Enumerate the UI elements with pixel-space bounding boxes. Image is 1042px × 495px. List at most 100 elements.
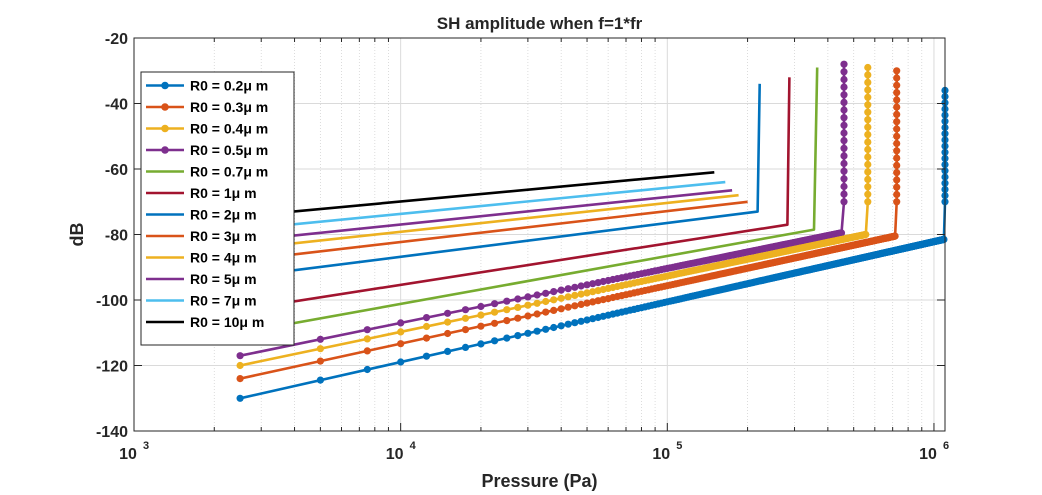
series-marker (542, 289, 550, 297)
x-tick-exponent: 4 (410, 440, 417, 452)
series-marker (583, 281, 591, 289)
y-tick-label: -20 (105, 31, 128, 48)
series-marker (550, 288, 558, 296)
series-marker (422, 352, 431, 360)
series-marker (363, 347, 371, 355)
series-marker (542, 325, 550, 333)
series-marker (893, 67, 901, 75)
y-tick-label: -100 (96, 293, 128, 310)
series-marker (864, 153, 872, 161)
series-marker (891, 232, 899, 240)
y-tick-label: -140 (96, 424, 128, 441)
x-tick-exponent: 6 (943, 440, 949, 452)
series-marker (461, 326, 470, 334)
series-marker (557, 322, 565, 330)
series-marker (533, 310, 541, 318)
x-axis-label: Pressure (Pa) (481, 471, 597, 491)
series-marker (864, 131, 872, 139)
series-marker (571, 291, 579, 299)
x-tick-label: 10 (919, 446, 937, 463)
legend-marker (161, 81, 169, 90)
series-marker (840, 152, 848, 160)
series-marker (533, 291, 541, 299)
series-marker (503, 334, 511, 342)
series-marker (840, 129, 848, 137)
series-marker (477, 311, 485, 319)
series-marker (583, 289, 591, 297)
x-tick-exponent: 5 (676, 440, 682, 452)
legend-marker (161, 124, 169, 133)
legend-label: R0 = 0.2μ m (190, 78, 268, 94)
series-marker (461, 343, 470, 351)
series-marker (524, 329, 532, 337)
series-marker (422, 322, 431, 331)
series-marker (583, 316, 591, 324)
series-marker (397, 319, 405, 327)
series-marker (477, 302, 485, 311)
series-marker (840, 144, 848, 152)
series-marker (893, 89, 901, 97)
series-marker (524, 312, 532, 320)
series-marker (893, 132, 901, 140)
x-tick-label: 10 (386, 446, 404, 463)
series-marker (840, 114, 848, 122)
series-marker (533, 327, 541, 335)
series-marker (514, 295, 522, 303)
legend-label: R0 = 3μ m (190, 228, 257, 244)
series-marker (564, 303, 572, 311)
series-line (239, 171, 715, 218)
y-tick-label: -80 (105, 228, 128, 245)
series-marker (893, 125, 901, 133)
chart-title: SH amplitude when f=1*fr (437, 14, 643, 33)
series-marker (940, 235, 948, 243)
series-marker (893, 103, 901, 111)
series-marker (864, 190, 872, 198)
series-layer (236, 60, 949, 402)
series-marker (864, 71, 872, 79)
series-marker (864, 108, 872, 116)
series-marker (864, 93, 872, 101)
series-marker (524, 301, 532, 309)
legend-label: R0 = 0.3μ m (190, 99, 268, 115)
series-marker (444, 309, 452, 317)
series-marker (840, 121, 848, 129)
series-line (239, 77, 791, 312)
series-marker (491, 308, 499, 316)
series-marker (316, 376, 324, 384)
series-marker (864, 160, 872, 169)
series-line (239, 189, 733, 243)
series-marker (236, 352, 244, 360)
series-marker (864, 198, 872, 206)
series-marker (503, 297, 511, 305)
series-marker (893, 81, 901, 89)
series-marker (571, 319, 579, 327)
series-marker (589, 315, 597, 323)
series-marker (893, 147, 901, 155)
series-marker (514, 303, 522, 311)
series-marker (864, 168, 872, 176)
series-marker (557, 305, 565, 313)
x-tick-exponent: 3 (143, 440, 149, 452)
series-marker (893, 110, 901, 118)
series-marker (533, 299, 541, 307)
series-marker (864, 183, 872, 191)
series-marker (571, 302, 579, 310)
series-marker (550, 323, 558, 332)
series-marker (589, 298, 597, 306)
series-marker (840, 175, 848, 183)
series-marker (503, 306, 511, 314)
series-marker (491, 337, 499, 345)
legend-label: R0 = 0.4μ m (190, 121, 268, 137)
series-marker (837, 229, 846, 237)
series-marker (503, 317, 511, 325)
series-line (239, 180, 726, 231)
series-marker (422, 334, 431, 342)
ticks: 10 3 10 4 10 5 10 6 -20 -40 -60 -80 -100 -120 -140 (96, 31, 949, 463)
legend: R0 = 0.2μ m R0 = 0.3μ m R0 = 0.4μ m R0 = 0.… (140, 71, 295, 346)
series-marker (893, 96, 901, 104)
series-marker (564, 293, 572, 301)
series-marker (316, 345, 324, 353)
series-marker (316, 357, 324, 365)
series-line (239, 83, 761, 279)
series-marker (577, 282, 585, 290)
